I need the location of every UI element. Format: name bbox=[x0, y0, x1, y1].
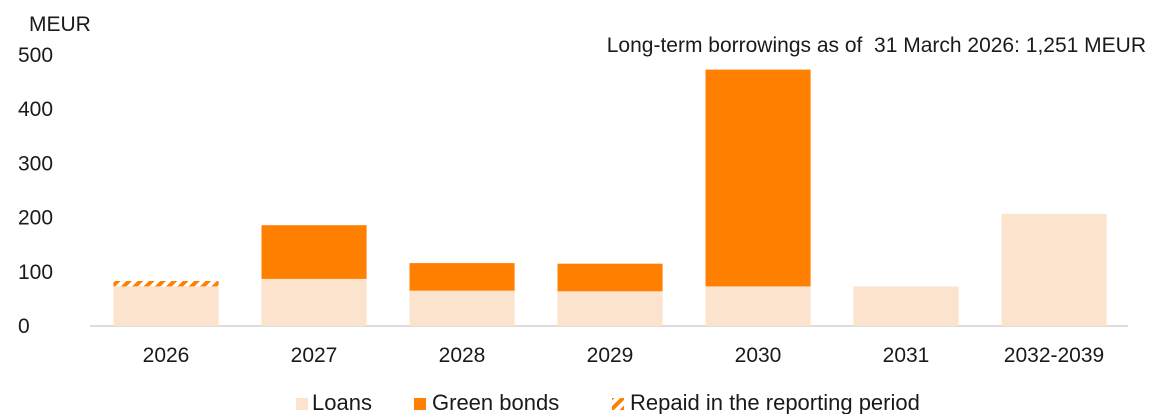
x-tick-label: 2031 bbox=[883, 344, 930, 367]
bar-segment bbox=[705, 69, 811, 287]
bar-segment bbox=[409, 290, 515, 326]
legend-swatch bbox=[414, 398, 426, 410]
y-tick-label: 100 bbox=[18, 261, 53, 284]
bar-segment bbox=[409, 263, 515, 291]
x-axis-ticks: 2026 2027 2028 2029 2030 2031 2032-2039 bbox=[143, 344, 1105, 367]
legend: Loans Green bonds Repaid in the reporting … bbox=[296, 390, 920, 414]
legend-label: Green bonds bbox=[432, 390, 559, 414]
x-tick-label: 2028 bbox=[439, 344, 486, 367]
bar-segment bbox=[113, 286, 219, 326]
y-tick-label: 400 bbox=[18, 98, 53, 121]
x-tick-label: 2032-2039 bbox=[1004, 344, 1104, 367]
bar-segment bbox=[557, 291, 663, 326]
x-tick-label: 2026 bbox=[143, 344, 190, 367]
y-tick-label: 200 bbox=[18, 207, 53, 230]
x-tick-label: 2027 bbox=[291, 344, 338, 367]
bars bbox=[113, 69, 1107, 326]
chart-title: Long-term borrowings as of 31 March 2026… bbox=[607, 34, 1146, 57]
legend-swatch bbox=[612, 398, 624, 410]
bar-segment bbox=[557, 263, 663, 292]
bar-segment bbox=[705, 286, 811, 326]
y-axis-label: MEUR bbox=[29, 13, 91, 36]
y-tick-label: 0 bbox=[18, 315, 30, 338]
x-tick-label: 2029 bbox=[587, 344, 634, 367]
bar-segment bbox=[853, 286, 959, 326]
legend-swatch bbox=[296, 398, 308, 410]
y-axis-ticks: 0 100 200 300 400 500 bbox=[18, 44, 53, 338]
x-tick-label: 2030 bbox=[735, 344, 782, 367]
y-tick-label: 300 bbox=[18, 152, 53, 175]
bar-segment bbox=[113, 281, 219, 287]
bar-segment bbox=[261, 225, 367, 279]
legend-label: Loans bbox=[312, 390, 372, 414]
y-tick-label: 500 bbox=[18, 44, 53, 67]
bar-segment bbox=[261, 278, 367, 326]
bar-segment bbox=[1001, 213, 1107, 326]
legend-label: Repaid in the reporting period bbox=[630, 390, 920, 414]
